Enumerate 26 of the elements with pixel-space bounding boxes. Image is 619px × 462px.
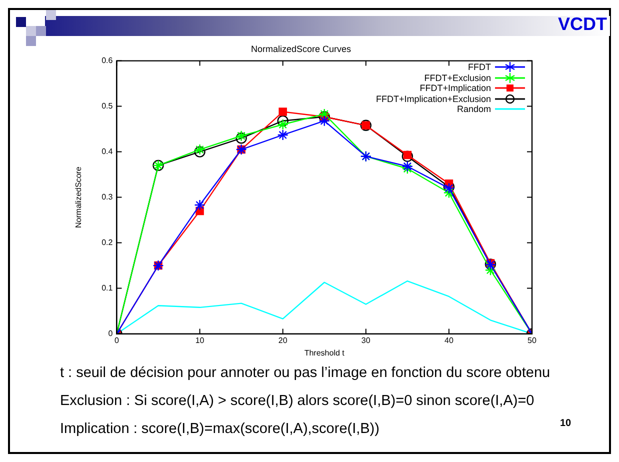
y-tick-label: 0 [108,329,114,338]
y-tick-label: 0.2 [102,238,114,248]
y-tick-label: 0.4 [102,147,114,156]
y-tick-label: 0.1 [102,284,114,293]
text: Implication : score(I,B)=max(score(I,A),score(I,B)) [60,421,380,437]
legend-label: FFDT+Implication [420,83,491,94]
x-tick-label: 20 [278,336,288,345]
y-tick-label: 0.6 [102,56,114,66]
y-axis-title: NormalizedScore [74,166,84,228]
x-tick-label: 30 [361,336,371,345]
x-tick-label: 0 [114,336,120,345]
x-tick-label: 40 [444,336,454,345]
legend-label: FFDT [468,62,491,72]
y-tick-label: 0.5 [102,102,114,111]
y-tick-label: 0.3 [102,192,114,202]
chart-title: NormalizedScore Curves [250,44,352,54]
x-tick-label: 50 [528,336,537,345]
x-axis-title: Threshold t [304,348,346,358]
text: VCDT [558,14,607,35]
text: 10 [560,418,572,429]
text: t : seuil de décision pour annoter ou pas l’image en fonction du score obtenu [60,365,550,381]
legend-label: FFDT+Exclusion [424,72,491,83]
text: Exclusion : Si score(I,A) > score(I,B) alors score(I,B)=0 sinon score(I,A)=0 [60,393,534,409]
x-tick-label: 10 [195,336,205,345]
legend-label: Random [456,104,491,114]
legend-label: FFDT+Implication+Exclusion [376,94,491,104]
